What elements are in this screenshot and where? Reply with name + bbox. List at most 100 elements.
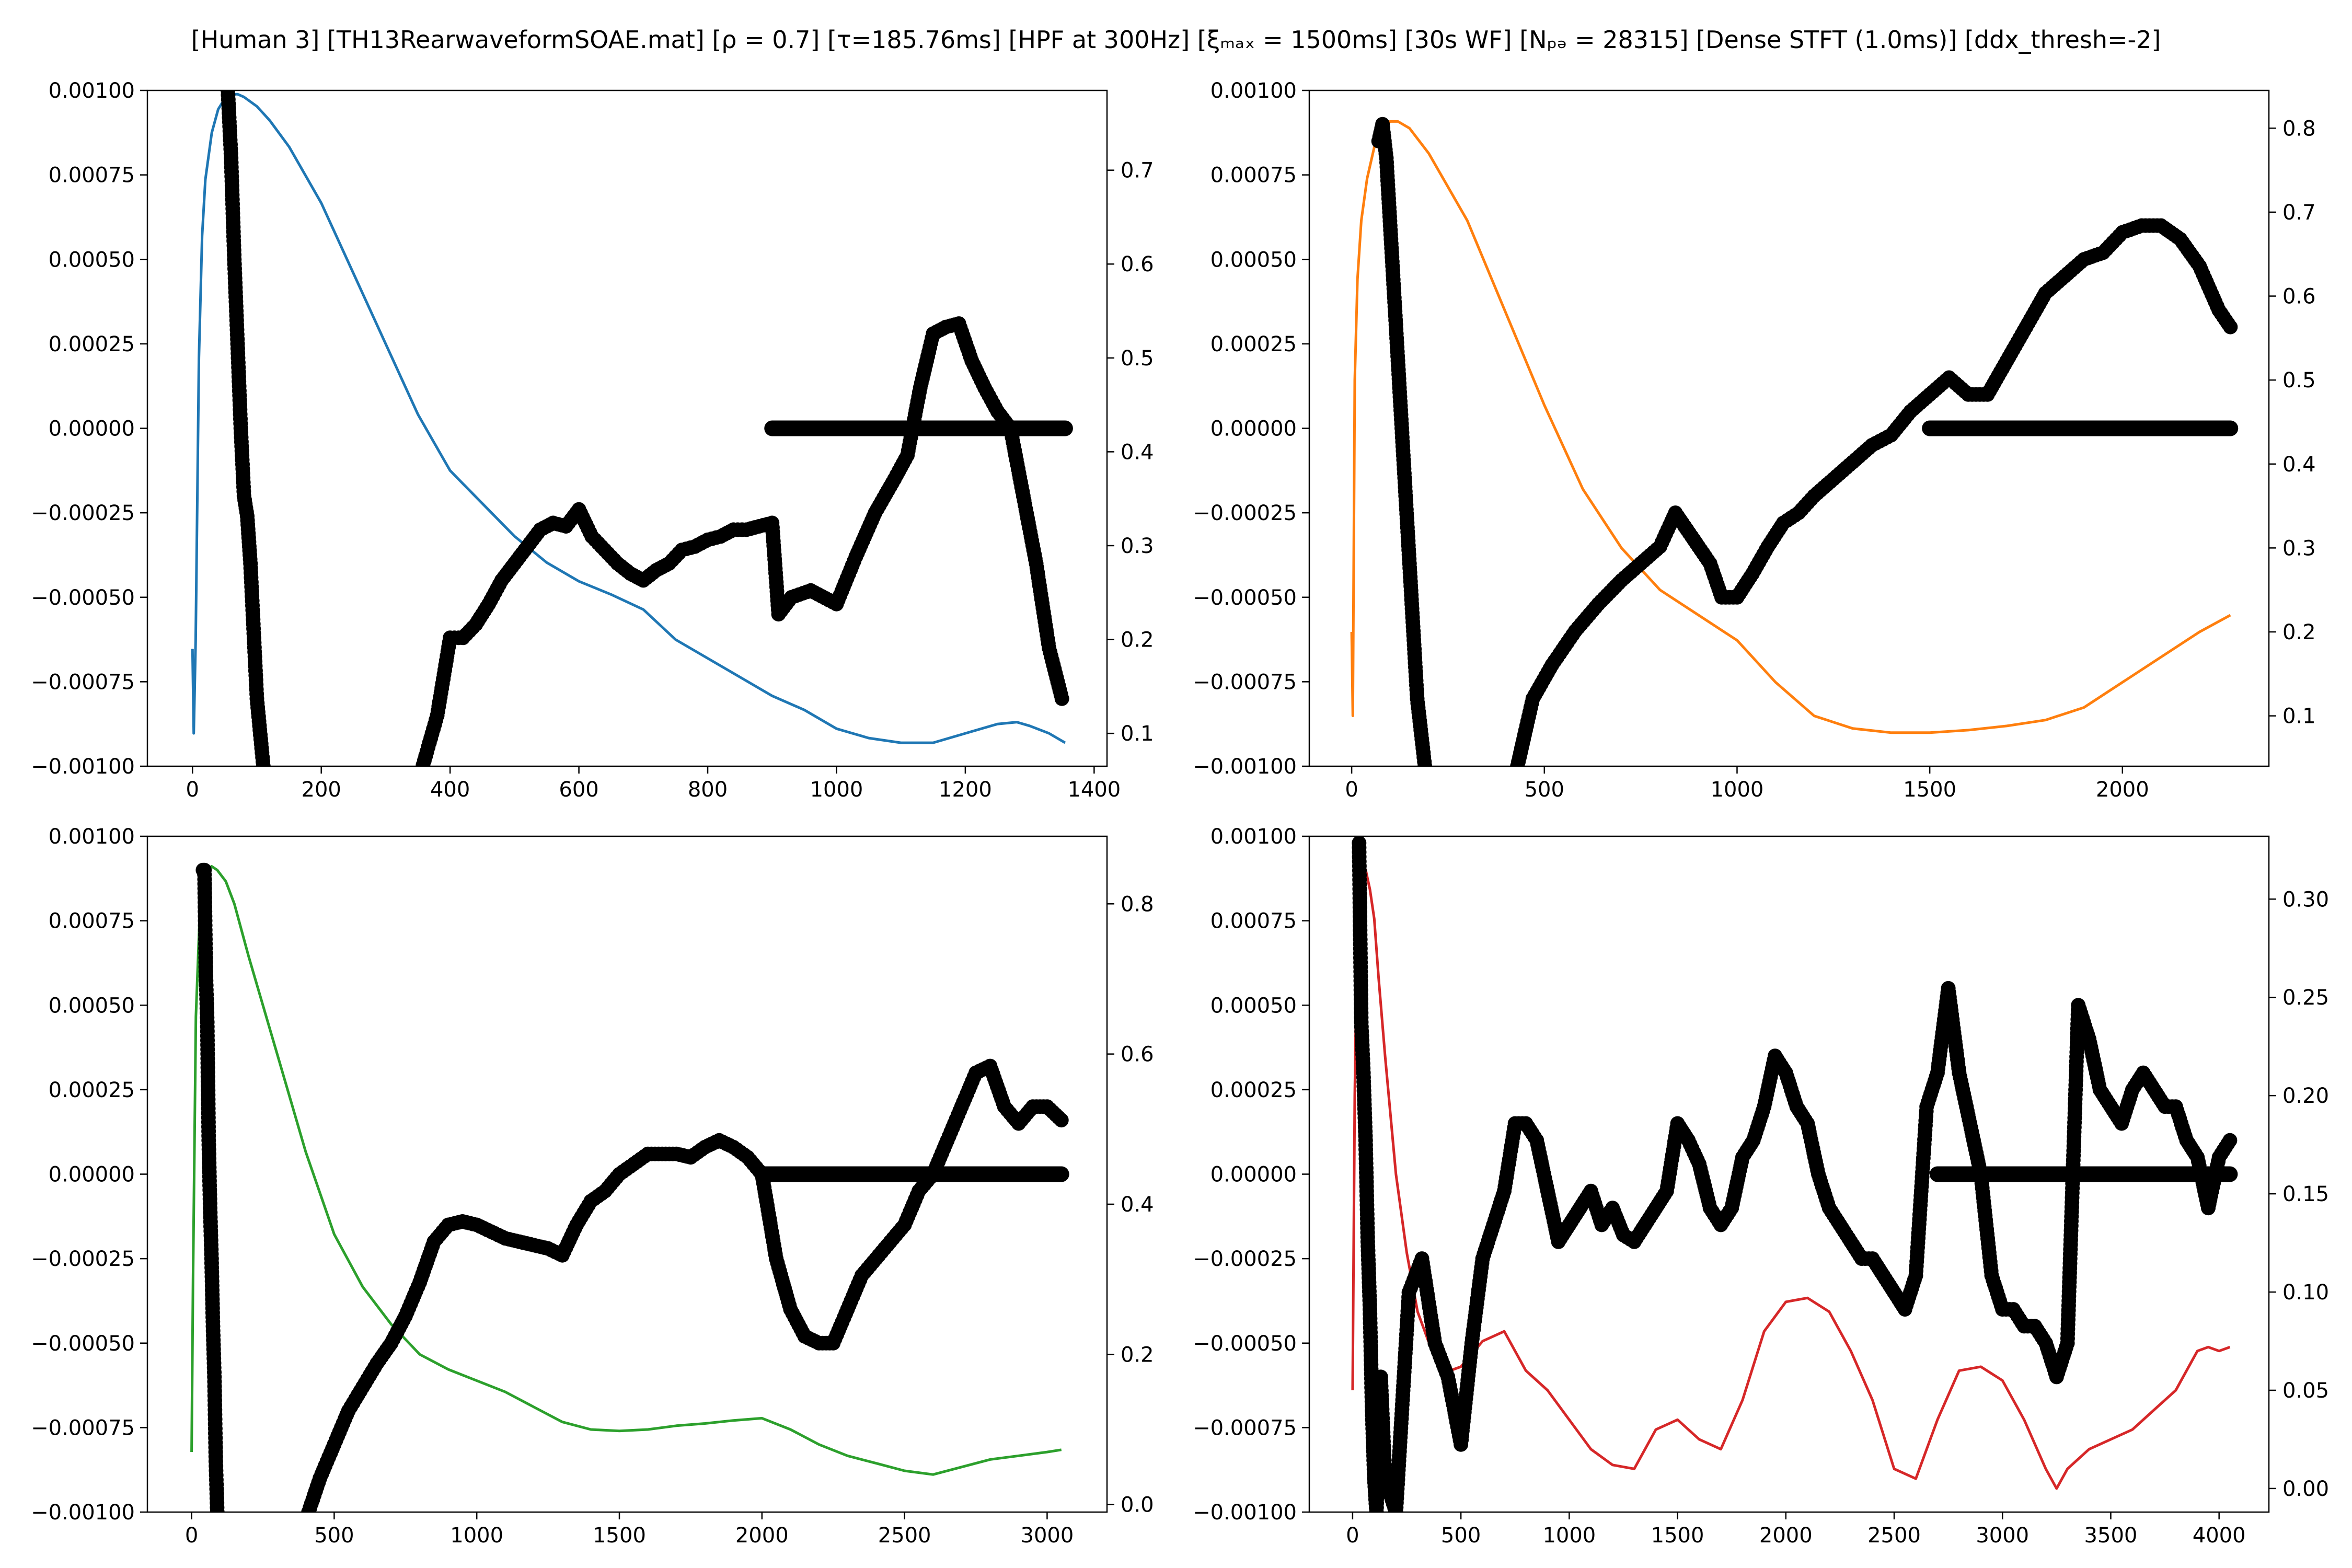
x-tick-label: 3000	[1976, 1524, 2029, 1548]
y-right-tick-label: 0.00	[2282, 1477, 2329, 1501]
y-tick-label: −0.00100	[31, 755, 135, 779]
y-tick-label: 0.00000	[1210, 1163, 1297, 1187]
x-tick-label: 3500	[2084, 1524, 2138, 1548]
y-tick-label: −0.00100	[31, 1501, 135, 1525]
y-tick-label: 0.00025	[1210, 1078, 1297, 1102]
plot-area	[191, 90, 1073, 766]
x-tick-label: 1500	[1903, 778, 1956, 802]
figure-suptitle: [Human 3] [TH13RearwaveformSOAE.mat] [ρ …	[191, 26, 2161, 54]
x-tick-label: 4000	[2193, 1524, 2246, 1548]
y-right-tick-label: 0.6	[1121, 252, 1154, 276]
series-line	[1350, 120, 2231, 734]
y-tick-label: −0.00100	[1193, 1501, 1297, 1525]
y-right-tick-label: 0.0	[1121, 1493, 1154, 1517]
y-right-tick-label: 0.2	[1121, 1343, 1154, 1367]
y-right-tick-label: 0.15	[2282, 1182, 2329, 1206]
series-line	[190, 865, 1062, 1476]
plot-area	[1350, 117, 2239, 766]
x-tick-label: 1500	[593, 1524, 646, 1548]
y-right-tick-label: 0.1	[1121, 722, 1154, 746]
y-tick-label: −0.00100	[1193, 755, 1297, 779]
plot-area	[190, 862, 1069, 1512]
y-right-tick-label: 0.7	[2282, 201, 2316, 225]
subplot-top-left: 0 200 400 600 800 1000 1200 1400 −0.00100 −0.0007…	[31, 79, 1154, 802]
x-tick-label: 400	[430, 778, 470, 802]
y-right-tick-label: 0.6	[1121, 1043, 1154, 1067]
y-tick-label: 0.00025	[49, 1078, 135, 1102]
y-tick-label: 0.00000	[1210, 417, 1297, 441]
x-tick-label: 3000	[1021, 1524, 1074, 1548]
y-tick-label: 0.00025	[1210, 332, 1297, 356]
y-right-tick-label: 0.8	[1121, 892, 1154, 916]
subplot-grid: 0 200 400 600 800 1000 1200 1400 −0.00100 −0.0007…	[31, 79, 2329, 1548]
y-right-tick-label: 0.4	[1121, 440, 1154, 464]
y-tick-label: 0.00000	[49, 417, 135, 441]
series-line	[191, 93, 1066, 744]
plot-area	[1351, 836, 2238, 1512]
scatter-point	[1054, 691, 1069, 706]
y-tick-label: −0.00025	[1193, 501, 1297, 525]
y-tick-label: 0.00000	[49, 1163, 135, 1187]
y-tick-label: 0.00100	[1210, 825, 1297, 849]
subplot-bottom-right: 0 500 1000 1500 2000 2500 3000 3500 4000 −0.00100…	[1193, 825, 2329, 1548]
x-tick-label: 2000	[735, 1524, 789, 1548]
y-right-tick-label: 0.30	[2282, 887, 2329, 912]
x-tick-label: 1000	[1542, 1524, 1596, 1548]
scatter-point	[2223, 319, 2238, 335]
x-tick-label: 600	[559, 778, 598, 802]
y-right-tick-label: 0.4	[2282, 453, 2316, 477]
x-tick-label: 0	[186, 778, 199, 802]
y-right-tick-label: 0.7	[1121, 159, 1154, 183]
y-tick-label: −0.00025	[1193, 1247, 1297, 1271]
y-tick-label: 0.00075	[49, 164, 135, 188]
y-right-tick-label: 0.8	[2282, 117, 2316, 141]
x-tick-label: 500	[314, 1524, 354, 1548]
y-tick-label: 0.00050	[49, 994, 135, 1018]
y-tick-label: 0.00025	[49, 332, 135, 356]
y-tick-label: −0.00075	[1193, 670, 1297, 694]
scatter-point	[210, 1505, 225, 1512]
x-tick-label: 2500	[1867, 1524, 1921, 1548]
y-tick-label: −0.00075	[31, 1416, 135, 1440]
series-line	[1351, 868, 2231, 1490]
scatter-point	[2222, 1133, 2238, 1148]
y-right-tick-label: 0.20	[2282, 1084, 2329, 1108]
scatter-point	[1054, 1113, 1069, 1128]
y-tick-label: −0.00050	[1193, 1332, 1297, 1356]
x-tick-label: 500	[1441, 1524, 1481, 1548]
y-tick-label: −0.00025	[31, 1247, 135, 1271]
y-tick-label: −0.00075	[1193, 1416, 1297, 1440]
x-tick-label: 800	[688, 778, 728, 802]
y-tick-label: 0.00050	[1210, 994, 1297, 1018]
y-right-tick-label: 0.05	[2282, 1379, 2329, 1403]
y-right-tick-label: 0.5	[2282, 368, 2316, 393]
x-tick-label: 1000	[450, 1524, 503, 1548]
x-tick-label: 1000	[1711, 778, 1764, 802]
x-tick-label: 1200	[939, 778, 992, 802]
scatter-point	[1417, 759, 1433, 766]
y-right-tick-label: 0.25	[2282, 986, 2329, 1010]
scatter-point	[256, 759, 271, 766]
y-right-tick-label: 0.4	[1121, 1193, 1154, 1217]
y-tick-label: 0.00075	[1210, 909, 1297, 933]
y-tick-label: 0.00100	[49, 79, 135, 103]
x-tick-label: 1000	[810, 778, 863, 802]
y-tick-label: 0.00050	[49, 248, 135, 272]
y-right-tick-label: 0.5	[1121, 347, 1154, 371]
subplot-bottom-left: 0 500 1000 1500 2000 2500 3000 −0.00100 −0.00075…	[31, 825, 1154, 1548]
y-right-tick-label: 0.2	[2282, 620, 2316, 644]
y-tick-label: −0.00050	[31, 586, 135, 610]
x-tick-label: 2000	[1759, 1524, 1813, 1548]
x-tick-label: 0	[185, 1524, 198, 1548]
y-tick-label: 0.00075	[1210, 164, 1297, 188]
y-right-tick-label: 0.3	[2282, 536, 2316, 560]
y-tick-label: −0.00025	[31, 501, 135, 525]
y-tick-label: 0.00100	[49, 825, 135, 849]
x-tick-label: 500	[1525, 778, 1564, 802]
x-tick-label: 1400	[1067, 778, 1121, 802]
y-tick-label: 0.00075	[49, 909, 135, 933]
y-tick-label: −0.00075	[31, 670, 135, 694]
x-tick-label: 200	[302, 778, 341, 802]
